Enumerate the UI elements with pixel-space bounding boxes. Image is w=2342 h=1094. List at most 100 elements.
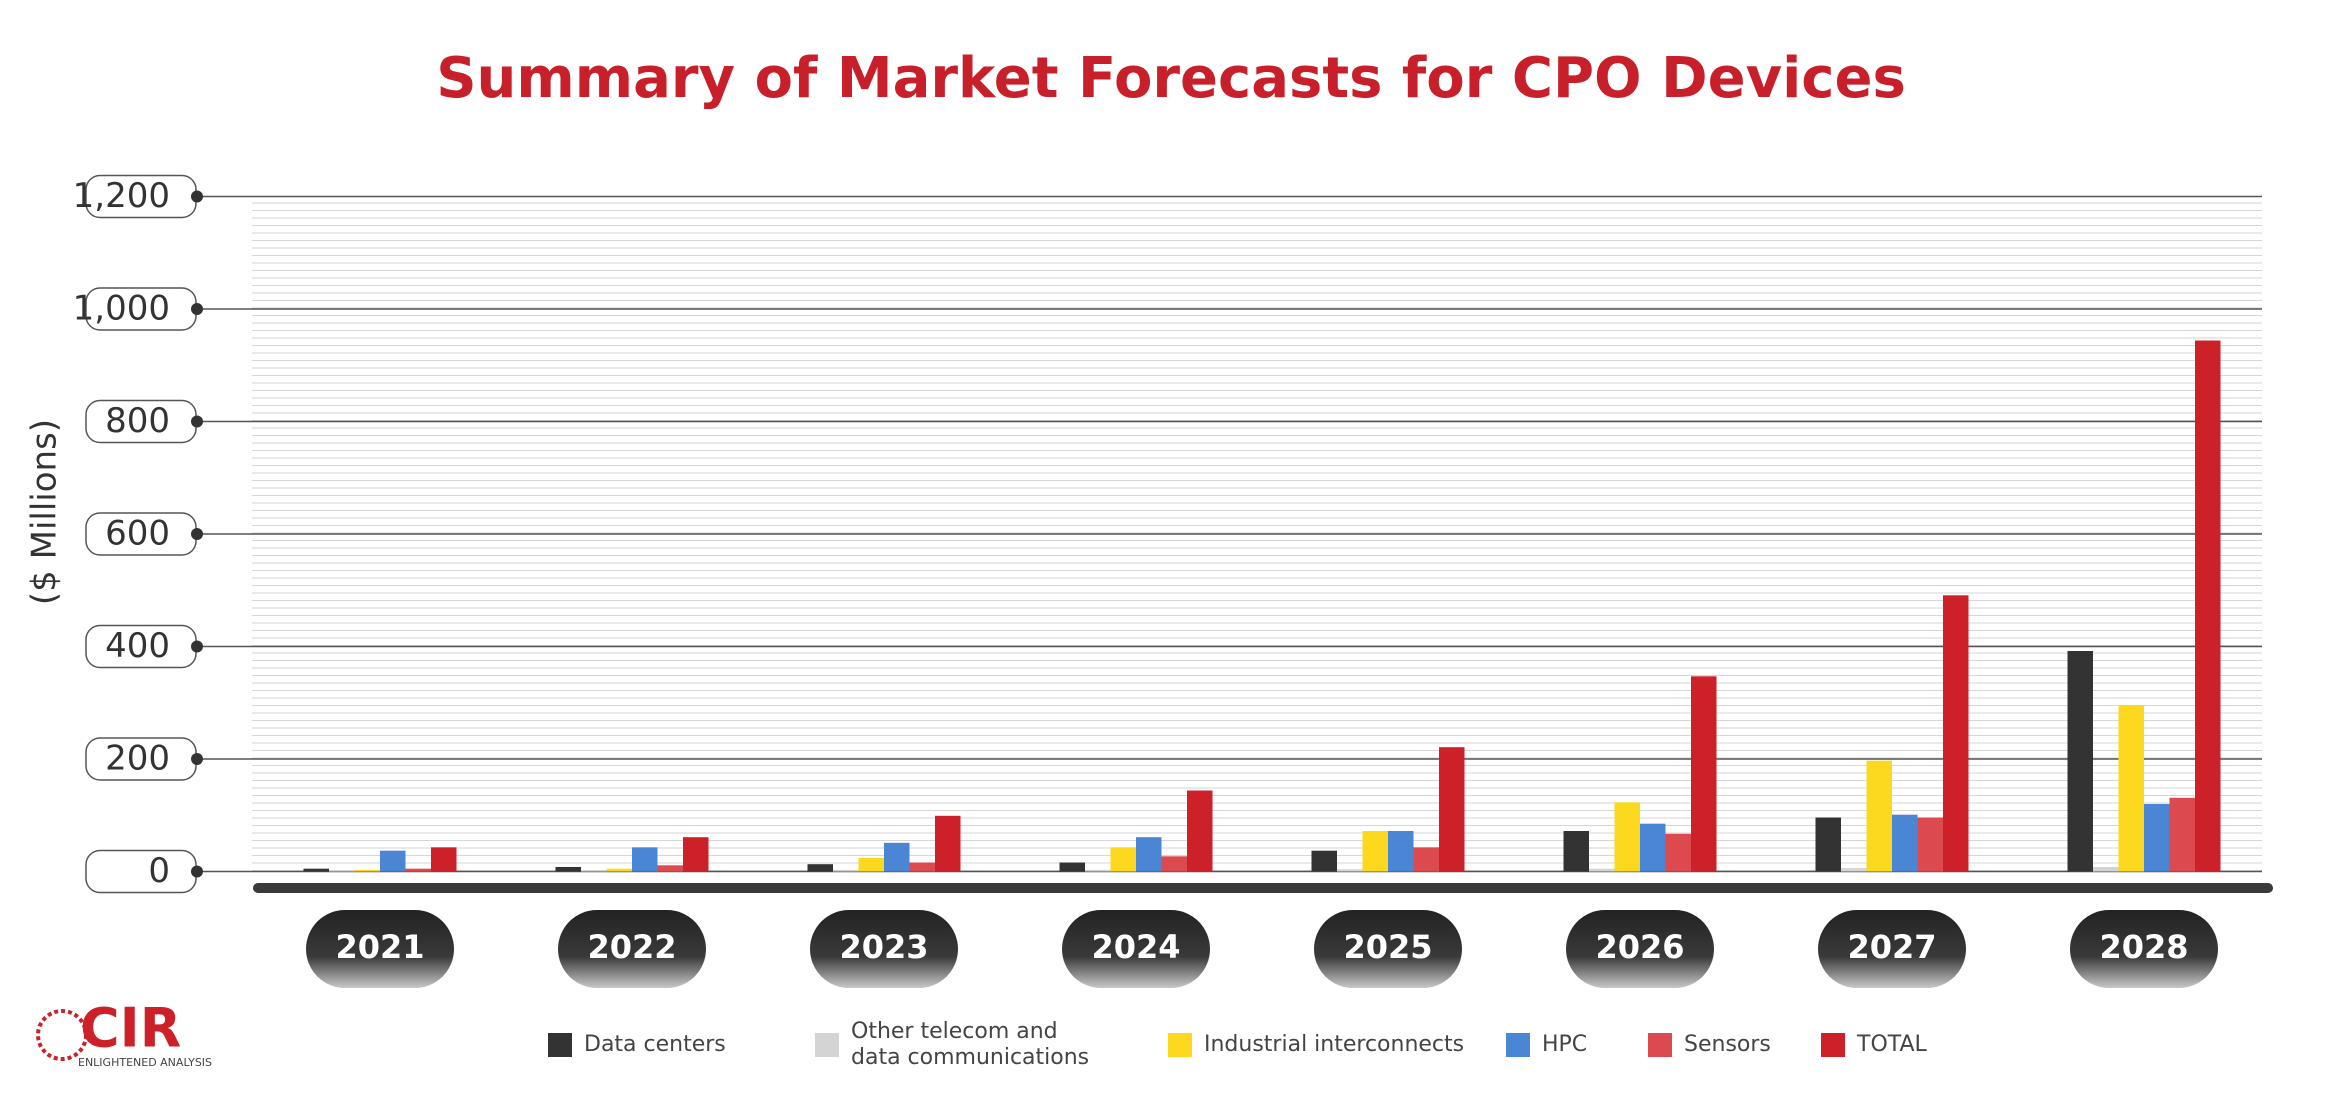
- bar: [303, 868, 329, 872]
- bar: [380, 850, 406, 872]
- bar: [1161, 856, 1187, 872]
- bar: [2195, 340, 2221, 872]
- bar: [1563, 831, 1589, 872]
- legend-label: Other telecom and data communications: [851, 1019, 1090, 1070]
- legend-item: TOTAL: [1821, 1020, 1927, 1070]
- bar: [1614, 802, 1640, 872]
- bar: [1085, 869, 1111, 872]
- logo-tagline: ENLIGHTENED ANALYSIS: [78, 1056, 212, 1069]
- y-tick-dot: [191, 303, 203, 315]
- bar: [2144, 804, 2170, 872]
- category-pill: [1566, 910, 1714, 988]
- y-tick-dot: [191, 415, 203, 428]
- y-tick-label: 0: [148, 851, 170, 891]
- legend: Data centers Other telecom and data commu…: [0, 1019, 2342, 1070]
- bar: [2093, 867, 2119, 872]
- bar: [1640, 823, 1666, 872]
- y-tick-dot: [191, 640, 203, 653]
- bar: [581, 870, 607, 872]
- x-tick-label: 2025: [1343, 928, 1432, 966]
- legend-label: TOTAL: [1857, 1032, 1927, 1057]
- bar: [2169, 797, 2195, 872]
- logo-mark: [36, 1009, 88, 1061]
- y-tick-dot: [191, 528, 203, 540]
- bar: [1691, 676, 1717, 872]
- chart-title: Summary of Market Forecasts for CPO Devi…: [436, 46, 1906, 111]
- bar: [884, 842, 910, 872]
- y-tick-label: 600: [105, 514, 170, 554]
- legend-label: Data centers: [584, 1032, 726, 1057]
- legend-swatch: [1506, 1033, 1530, 1057]
- y-tick-label: 1,000: [73, 289, 170, 329]
- category-pill: [558, 910, 706, 988]
- category-pill: [810, 910, 958, 988]
- y-tick-label: 1,200: [73, 176, 170, 216]
- bar: [1866, 760, 1892, 872]
- bar: [329, 870, 355, 872]
- legend-swatch: [1168, 1033, 1192, 1057]
- legend-item: Data centers: [548, 1020, 726, 1070]
- x-tick-label: 2027: [1847, 928, 1936, 966]
- category-pill: [1314, 910, 1462, 988]
- category-pill: [1818, 910, 1966, 988]
- bar: [1110, 847, 1136, 872]
- bar: [1841, 868, 1867, 872]
- bar: [1943, 595, 1969, 872]
- bar: [405, 868, 431, 872]
- x-tick-label: 2026: [1595, 928, 1684, 966]
- legend-label: Industrial interconnects: [1204, 1032, 1465, 1057]
- y-tick-label: 200: [105, 739, 170, 779]
- legend-item: Sensors: [1648, 1020, 1771, 1070]
- bar: [1917, 817, 1943, 872]
- y-tick-dot: [191, 190, 203, 203]
- x-tick-label: 2021: [335, 928, 424, 966]
- logo-name: CIR: [80, 997, 181, 1060]
- legend-label: HPC: [1542, 1032, 1588, 1057]
- legend-swatch: [815, 1033, 839, 1057]
- legend-swatch: [548, 1033, 572, 1057]
- bar: [858, 858, 884, 872]
- bar: [1362, 831, 1388, 872]
- legend-item: Industrial interconnects: [1168, 1020, 1464, 1070]
- category-pill: [2070, 910, 2218, 988]
- bar: [2067, 651, 2093, 872]
- bar: [1589, 868, 1615, 872]
- x-tick-label: 2028: [2099, 928, 2188, 966]
- y-tick-label: 800: [105, 401, 170, 441]
- bar: [2118, 705, 2144, 872]
- bar: [606, 868, 632, 872]
- legend-item: Other telecom and data communications: [815, 1019, 1090, 1070]
- bar: [1059, 862, 1085, 872]
- y-tick-dot: [191, 865, 203, 878]
- y-axis-label: ($ Millions): [25, 419, 65, 605]
- bar: [1136, 837, 1162, 872]
- bar: [354, 869, 380, 872]
- x-tick-label: 2022: [587, 928, 676, 966]
- bar: [909, 862, 935, 872]
- bar: [1311, 850, 1337, 872]
- y-tick-label: 400: [105, 626, 170, 666]
- legend-label: Sensors: [1684, 1032, 1771, 1057]
- bar: [657, 865, 683, 872]
- bar: [1815, 817, 1841, 872]
- bar: [935, 815, 961, 872]
- y-tick-dot: [191, 753, 203, 765]
- logo: CIR ENLIGHTENED ANALYSIS: [36, 997, 212, 1069]
- bar: [1892, 814, 1918, 872]
- bar: [632, 847, 658, 872]
- bar: [1337, 869, 1363, 872]
- bar: [1388, 831, 1414, 872]
- bar: [1439, 747, 1465, 872]
- bar: [683, 837, 709, 872]
- legend-item: HPC: [1506, 1020, 1587, 1070]
- category-pill: [306, 910, 454, 988]
- legend-swatch: [1821, 1033, 1845, 1057]
- bar: [555, 867, 581, 872]
- category-pill: [1062, 910, 1210, 988]
- bar: [1413, 847, 1439, 872]
- x-tick-label: 2023: [839, 928, 928, 966]
- y-tick-pill: [85, 849, 197, 894]
- x-tick-label: 2024: [1091, 928, 1180, 966]
